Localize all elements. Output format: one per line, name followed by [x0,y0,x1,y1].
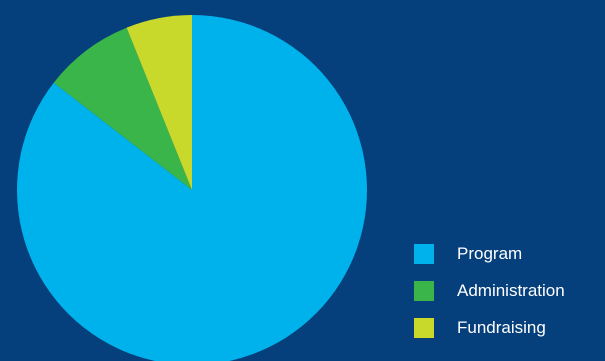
legend-swatch-fundraising [414,318,434,338]
pie-slice-administration [53,27,192,191]
legend-label-program: Program [457,244,523,263]
pie-slice-program [17,15,367,361]
legend-swatch-administration [414,281,434,301]
legend-item-program: Program [414,244,599,264]
legend-label-fundraising: Fundraising [457,318,546,337]
legend-label-administration: Administration [457,281,565,300]
pie-slice-fundraising [126,15,192,190]
legend-item-administration: Administration [414,281,599,301]
legend-swatch-program [414,244,434,264]
legend: Program Administration Fundraising [414,244,599,355]
legend-item-fundraising: Fundraising [414,318,599,338]
